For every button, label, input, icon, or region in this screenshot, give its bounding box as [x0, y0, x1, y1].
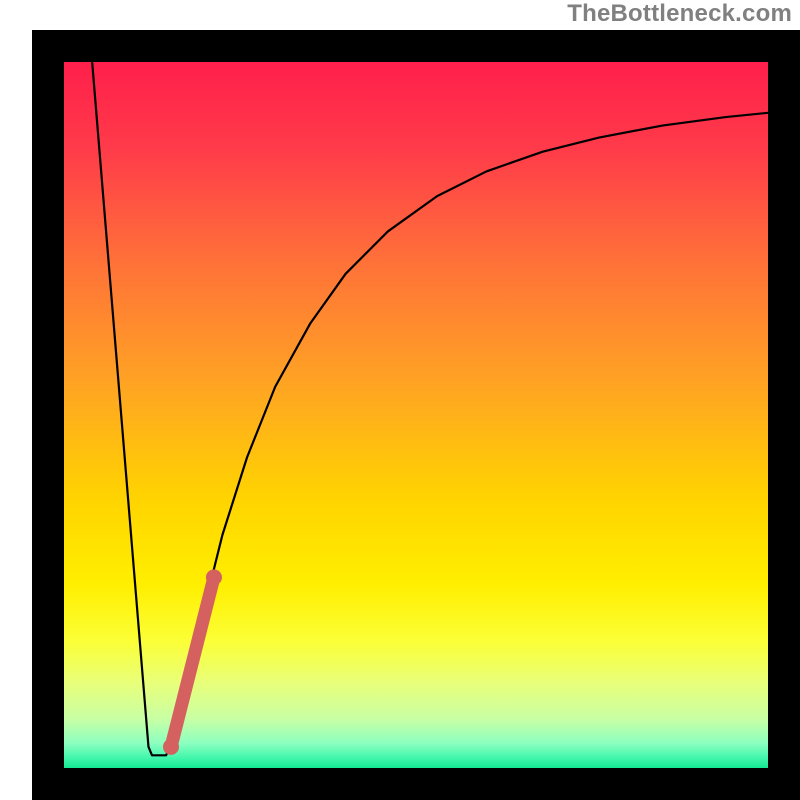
watermark-text: TheBottleneck.com	[567, 0, 792, 28]
gradient-background	[64, 62, 768, 768]
highlight-dot-bottom	[163, 739, 179, 755]
plot-svg	[0, 0, 800, 800]
highlight-dot-top	[206, 569, 222, 585]
chart-frame: TheBottleneck.com	[0, 0, 800, 800]
